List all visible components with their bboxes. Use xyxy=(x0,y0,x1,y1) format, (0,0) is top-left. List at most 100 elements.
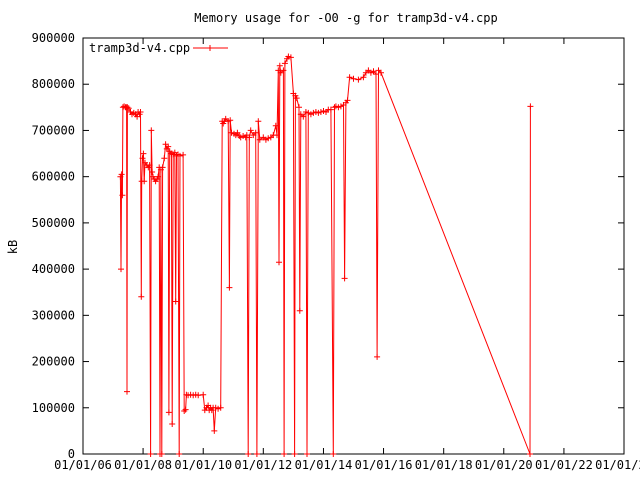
data-point xyxy=(226,284,233,291)
data-point xyxy=(296,307,303,314)
x-tick-label: 01/01/06 xyxy=(54,458,112,472)
data-point xyxy=(341,275,348,282)
data-point xyxy=(181,408,188,414)
y-tick-label: 800000 xyxy=(32,77,75,91)
data-point xyxy=(176,451,183,457)
data-point xyxy=(327,106,334,113)
data-point xyxy=(296,104,302,111)
data-point xyxy=(300,113,307,120)
data-point xyxy=(200,391,207,398)
data-point xyxy=(276,259,282,266)
x-tick-label: 01/01/22 xyxy=(535,458,593,472)
data-point xyxy=(280,67,287,74)
data-point xyxy=(140,150,147,157)
data-point xyxy=(159,164,166,171)
y-tick-label: 400000 xyxy=(32,262,75,276)
data-point xyxy=(138,293,145,300)
series-line xyxy=(119,55,531,455)
data-point xyxy=(158,451,165,457)
data-point xyxy=(245,451,252,457)
y-axis-label: kB xyxy=(6,240,20,254)
data-point xyxy=(171,149,178,156)
data-point xyxy=(118,171,125,178)
data-point xyxy=(337,103,344,110)
data-point xyxy=(527,103,534,110)
data-point xyxy=(247,127,254,134)
data-point xyxy=(274,132,280,139)
series-layer xyxy=(117,53,534,457)
y-tick-label: 300000 xyxy=(32,308,75,322)
data-point xyxy=(344,97,351,104)
data-point xyxy=(211,427,218,434)
data-point xyxy=(272,122,279,129)
data-point xyxy=(182,406,189,413)
x-tick-label: 01/01/20 xyxy=(475,458,533,472)
data-point xyxy=(246,134,253,141)
x-tick-label: 01/01/16 xyxy=(355,458,413,472)
y-tick-label: 600000 xyxy=(32,170,75,184)
data-point xyxy=(305,109,312,116)
data-point xyxy=(169,421,176,427)
data-point xyxy=(291,451,298,457)
y-tick-label: 0 xyxy=(68,447,75,461)
data-point xyxy=(256,136,263,143)
data-point xyxy=(255,118,262,125)
data-point xyxy=(350,75,357,82)
data-point xyxy=(367,69,374,76)
legend: tramp3d-v4.cpp xyxy=(89,41,228,55)
data-point xyxy=(227,117,234,124)
x-tick-label: 01/01/14 xyxy=(295,458,353,472)
data-point xyxy=(287,54,294,61)
chart-title: Memory usage for -O0 -g for tramp3d-v4.c… xyxy=(194,11,497,25)
data-point xyxy=(148,127,155,134)
data-point xyxy=(165,143,172,150)
y-tick-label: 700000 xyxy=(32,123,75,137)
data-point xyxy=(373,71,379,78)
y-axis-ticks: 0 100000 200000 300000 400000 500000 600000 700… xyxy=(32,31,624,461)
data-point xyxy=(355,76,362,83)
legend-marker xyxy=(207,45,213,51)
x-tick-label: 01/01/12 xyxy=(234,458,292,472)
data-point xyxy=(141,178,148,185)
data-point xyxy=(217,404,224,411)
data-point xyxy=(172,298,179,305)
data-point xyxy=(124,388,130,395)
data-point xyxy=(139,155,146,162)
data-point xyxy=(119,192,126,199)
data-point xyxy=(265,135,272,142)
data-point xyxy=(155,173,162,180)
x-tick-label: 01/01/24 xyxy=(595,458,640,472)
y-tick-label: 100000 xyxy=(32,401,75,415)
y-tick-label: 900000 xyxy=(32,31,75,45)
data-point xyxy=(137,109,144,115)
data-point xyxy=(125,105,132,112)
data-point xyxy=(317,109,324,115)
data-point xyxy=(180,151,187,158)
y-tick-label: 200000 xyxy=(32,355,75,369)
data-point xyxy=(234,129,241,136)
data-point xyxy=(215,405,222,412)
y-tick-label: 500000 xyxy=(32,216,75,230)
data-point xyxy=(330,451,337,457)
data-point xyxy=(240,133,247,139)
data-point xyxy=(293,95,300,102)
x-tick-label: 01/01/10 xyxy=(174,458,232,472)
data-point xyxy=(281,60,288,67)
data-point xyxy=(147,451,154,457)
data-point xyxy=(124,104,131,111)
data-point xyxy=(146,162,153,169)
data-point xyxy=(252,129,259,136)
data-point xyxy=(118,266,124,273)
data-point xyxy=(161,155,168,162)
data-point xyxy=(360,74,367,81)
data-point xyxy=(276,62,283,69)
data-point xyxy=(253,451,260,457)
x-axis-ticks: 01/01/06 01/01/08 01/01/10 01/01/12 01/01/14… xyxy=(54,38,640,472)
data-point xyxy=(165,409,172,416)
data-point xyxy=(304,451,310,457)
data-point xyxy=(177,152,183,159)
data-point xyxy=(374,353,381,360)
legend-label: tramp3d-v4.cpp xyxy=(89,41,190,55)
data-point xyxy=(378,69,384,76)
